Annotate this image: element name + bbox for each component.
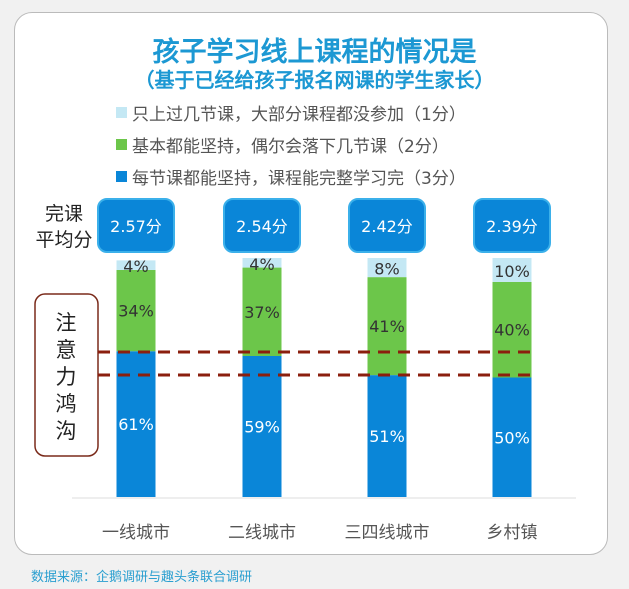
- bar-value-label: 10%: [494, 262, 530, 281]
- legend-swatch: [116, 107, 127, 118]
- avg-score-badge: [348, 198, 426, 253]
- bar-value-label: 50%: [494, 428, 530, 447]
- bar-value-label: 40%: [494, 321, 530, 340]
- legend-swatch: [116, 171, 127, 182]
- legend-item: 基本都能坚持，偶尔会落下几节课（2分）: [116, 132, 449, 157]
- avg-score-label: 平均分: [35, 229, 92, 251]
- avg-score-label: 完课: [45, 203, 83, 225]
- bar-segment: [367, 258, 407, 278]
- x-tick-label: 三四线城市: [345, 523, 430, 543]
- attention-gap-label: 注意力鸿沟: [55, 311, 77, 443]
- legend-item: 每节课都能坚持，课程能完整学习完（3分）: [116, 164, 466, 189]
- chart-subtitle: （基于已经给孩子报名网课的学生家长）: [134, 68, 495, 92]
- avg-score-badge: [473, 198, 551, 253]
- avg-score-value: 2.54分: [236, 217, 288, 236]
- x-tick-label: 二线城市: [228, 523, 296, 543]
- bar-value-label: 41%: [369, 317, 405, 336]
- legend-item: 只上过几节课，大部分课程都没参加（1分）: [116, 100, 466, 125]
- legend-label: 每节课都能坚持，课程能完整学习完（3分）: [132, 169, 466, 189]
- bar-segment: [367, 277, 407, 376]
- bar-segment: [492, 281, 532, 378]
- bar-value-label: 4%: [123, 257, 148, 276]
- bar-segment: [242, 258, 282, 268]
- avg-score-badge: [97, 198, 175, 253]
- legend-swatch: [116, 139, 127, 150]
- bar-value-label: 51%: [369, 427, 405, 446]
- avg-score-value: 2.57分: [110, 217, 162, 236]
- chart-title: 孩子学习线上课程的情况是: [152, 37, 477, 68]
- bar-value-label: 34%: [118, 302, 154, 321]
- bar-value-label: 59%: [244, 417, 280, 436]
- legend-label: 只上过几节课，大部分课程都没参加（1分）: [132, 105, 466, 125]
- avg-score-value: 2.39分: [486, 217, 538, 236]
- bar-segment: [242, 267, 282, 356]
- x-tick-label: 乡村镇: [487, 523, 538, 543]
- bar-segment: [492, 258, 532, 282]
- bar-value-label: 61%: [118, 415, 154, 434]
- bar-segment: [242, 355, 282, 497]
- bar-segment: [116, 260, 156, 270]
- legend-label: 基本都能坚持，偶尔会落下几节课（2分）: [132, 137, 449, 157]
- bar-segment: [116, 269, 156, 352]
- avg-score-value: 2.42分: [361, 217, 413, 236]
- avg-score-badge: [223, 198, 301, 253]
- bar-segment: [367, 375, 407, 497]
- bar-segment: [492, 377, 532, 497]
- bar-value-label: 37%: [244, 303, 280, 322]
- bar-value-label: 4%: [249, 255, 274, 274]
- source-note: 数据来源：企鹅调研与趣头条联合调研: [31, 570, 253, 585]
- x-tick-label: 一线城市: [102, 523, 170, 543]
- bar-value-label: 8%: [374, 260, 399, 279]
